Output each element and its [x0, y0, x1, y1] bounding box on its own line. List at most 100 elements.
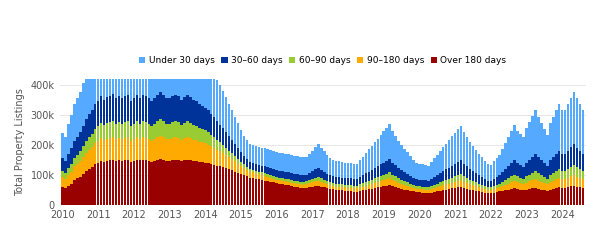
Bar [91, 134, 94, 147]
Bar [156, 121, 159, 137]
Bar [567, 151, 569, 169]
Bar [531, 188, 534, 205]
Bar [475, 173, 477, 182]
Bar [379, 164, 382, 176]
Bar [174, 137, 177, 160]
Bar [543, 177, 546, 183]
Bar [118, 42, 120, 96]
Bar [427, 193, 430, 205]
Bar [314, 178, 317, 181]
Bar [97, 101, 100, 126]
Bar [168, 124, 171, 139]
Bar [543, 129, 546, 163]
Bar [124, 138, 126, 160]
Bar [540, 175, 543, 182]
Bar [466, 178, 468, 183]
Bar [579, 104, 581, 151]
Bar [177, 160, 180, 205]
Bar [130, 162, 132, 205]
Bar [293, 183, 296, 187]
Bar [70, 172, 73, 184]
Bar [525, 163, 528, 176]
Bar [546, 184, 549, 191]
Bar [97, 126, 100, 141]
Bar [457, 181, 459, 187]
Bar [85, 153, 88, 171]
Bar [484, 186, 486, 189]
Bar [237, 149, 239, 159]
Bar [100, 96, 102, 123]
Bar [519, 165, 522, 178]
Bar [299, 184, 302, 188]
Bar [466, 137, 468, 166]
Bar [531, 116, 534, 157]
Bar [222, 167, 224, 205]
Bar [314, 169, 317, 178]
Bar [403, 149, 406, 172]
Bar [82, 157, 85, 174]
Bar [252, 163, 254, 170]
Bar [249, 162, 251, 169]
Bar [397, 168, 400, 178]
Bar [421, 192, 424, 205]
Bar [448, 189, 450, 205]
Bar [570, 186, 572, 205]
Bar [109, 160, 111, 205]
Bar [159, 92, 162, 119]
Bar [356, 179, 358, 186]
Bar [139, 160, 141, 205]
Bar [522, 167, 525, 179]
Bar [409, 176, 412, 184]
Bar [335, 184, 337, 187]
Bar [498, 184, 501, 187]
Bar [507, 166, 510, 178]
Bar [266, 181, 269, 205]
Bar [478, 154, 480, 175]
Bar [127, 95, 129, 121]
Bar [371, 189, 373, 205]
Bar [350, 191, 352, 205]
Bar [341, 178, 343, 184]
Bar [540, 190, 543, 205]
Bar [495, 177, 498, 185]
Bar [162, 121, 165, 137]
Bar [64, 188, 67, 205]
Bar [94, 164, 97, 205]
Bar [507, 184, 510, 190]
Bar [67, 154, 70, 168]
Bar [513, 125, 516, 160]
Bar [561, 110, 564, 154]
Bar [153, 139, 156, 161]
Bar [278, 171, 281, 178]
Bar [382, 163, 385, 175]
Bar [412, 178, 415, 185]
Bar [507, 178, 510, 184]
Bar [463, 182, 465, 188]
Bar [263, 166, 266, 173]
Bar [540, 182, 543, 190]
Bar [394, 136, 397, 165]
Bar [97, 141, 100, 163]
Bar [388, 185, 391, 205]
Bar [272, 176, 275, 179]
Bar [439, 151, 442, 173]
Bar [269, 175, 272, 178]
Bar [543, 190, 546, 205]
Bar [573, 165, 575, 175]
Bar [344, 191, 346, 205]
Bar [323, 183, 326, 187]
Bar [174, 121, 177, 137]
Bar [421, 180, 424, 187]
Bar [281, 171, 284, 178]
Bar [454, 182, 456, 188]
Bar [210, 146, 213, 164]
Bar [528, 160, 531, 175]
Bar [61, 133, 64, 158]
Bar [153, 161, 156, 205]
Bar [73, 166, 76, 180]
Bar [579, 178, 581, 187]
Bar [168, 139, 171, 161]
Bar [127, 121, 129, 137]
Bar [457, 129, 459, 162]
Bar [243, 164, 245, 168]
